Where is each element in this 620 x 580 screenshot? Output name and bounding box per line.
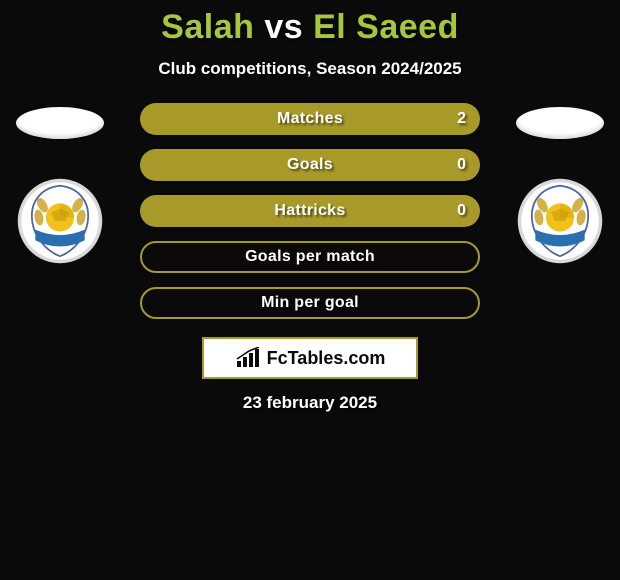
stat-row-hattricks: Hattricks 0	[140, 195, 480, 227]
stats-list: Matches 2 Goals 0 Hattricks 0 Goals per …	[140, 103, 480, 319]
subtitle: Club competitions, Season 2024/2025	[0, 59, 620, 79]
brand-box: FcTables.com	[202, 337, 418, 379]
stat-hattricks-label: Hattricks	[274, 202, 345, 220]
title-vs: vs	[254, 8, 313, 46]
player-left-club-badge	[16, 177, 104, 265]
stat-matches-right: 2	[457, 110, 466, 128]
stat-hattricks-right: 0	[457, 202, 466, 220]
stat-row-goals-per-match: Goals per match	[140, 241, 480, 273]
stat-goals-right: 0	[457, 156, 466, 174]
brand-text: FcTables.com	[267, 348, 386, 369]
player-right-column	[510, 103, 610, 265]
title-player2: El Saeed	[313, 8, 459, 46]
stat-row-matches: Matches 2	[140, 103, 480, 135]
comparison-content: Matches 2 Goals 0 Hattricks 0 Goals per …	[0, 103, 620, 413]
stat-matches-label: Matches	[277, 110, 343, 128]
stat-gpm-label: Goals per match	[245, 248, 375, 266]
player-right-flag	[516, 107, 604, 139]
player-left-flag	[16, 107, 104, 139]
bar-chart-icon	[235, 347, 261, 369]
title-player1: Salah	[161, 8, 254, 46]
stat-mpg-label: Min per goal	[261, 294, 359, 312]
player-left-column	[10, 103, 110, 265]
stat-goals-label: Goals	[287, 156, 333, 174]
stat-row-goals: Goals 0	[140, 149, 480, 181]
date-text: 23 february 2025	[0, 393, 620, 413]
page-title: Salah vs El Saeed	[0, 0, 620, 47]
player-right-club-badge	[516, 177, 604, 265]
stat-row-min-per-goal: Min per goal	[140, 287, 480, 319]
